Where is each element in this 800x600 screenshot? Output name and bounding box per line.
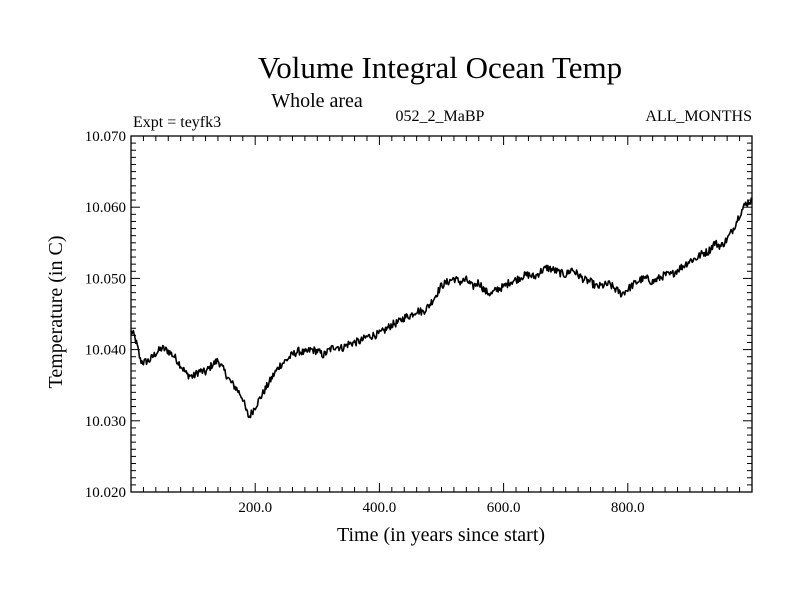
chart-subtitle: Whole area — [271, 90, 363, 112]
series-line-teyfk3 — [130, 197, 753, 419]
y-tick-label: 10.030 — [85, 414, 126, 430]
y-tick-label: 10.040 — [85, 343, 126, 359]
months-label: ALL_MONTHS — [645, 108, 752, 125]
plot-frame — [130, 135, 753, 493]
run-label: 052_2_MaBP — [396, 108, 485, 125]
x-tick-label: 800.0 — [611, 500, 645, 516]
axis-ticks — [131, 136, 752, 492]
x-tick-label: 200.0 — [238, 500, 272, 516]
y-tick-label: 10.050 — [85, 271, 126, 287]
experiment-label: Expt = teyfk3 — [133, 114, 221, 131]
y-tick-label: 10.070 — [85, 129, 126, 145]
y-axis-label: Temperature (in C) — [45, 236, 67, 389]
y-tick-label: 10.060 — [85, 200, 126, 216]
x-tick-label: 600.0 — [487, 500, 521, 516]
axis-tick-labels: 200.0 400.0 600.0 800.0 10.020 10.030 10.040 10… — [85, 129, 645, 516]
x-axis-label: Time (in years since start) — [337, 524, 545, 546]
y-tick-label: 10.020 — [85, 485, 126, 501]
x-tick-label: 400.0 — [363, 500, 397, 516]
chart-title: Volume Integral Ocean Temp — [258, 50, 622, 85]
